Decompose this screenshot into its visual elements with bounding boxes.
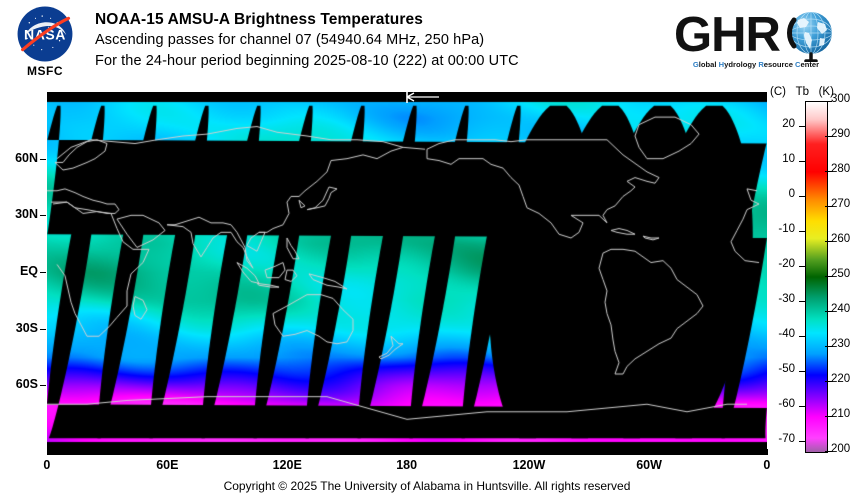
map-latitude-tick-mark: [40, 385, 46, 387]
colorbar-celsius-tick: 0: [788, 187, 795, 200]
colorbar-celsius-tick-mark: [799, 405, 806, 407]
colorbar-celsius-tick-mark: [799, 335, 806, 337]
colorbar-kelvin-tick-mark: [825, 171, 832, 172]
map-longitude-tick-mark: [407, 449, 408, 455]
colorbar-celsius-tick: -60: [778, 397, 795, 410]
map-longitude-tick-mark: [647, 449, 648, 455]
colorbar-kelvin-tick: 270: [831, 198, 851, 210]
nasa-center-label: MSFC: [27, 64, 63, 78]
map-longitude-tick-mark: [287, 449, 288, 455]
colorbar-kelvin-tick-mark: [825, 206, 832, 207]
colorbar-celsius-tick: -40: [778, 327, 795, 340]
colorbar-celsius-tick: -30: [778, 292, 795, 305]
colorbar-kelvin-tick: 230: [831, 338, 851, 350]
ghrc-tagline: Global Hydrology Resource Center: [692, 60, 820, 69]
map-longitude-tick: 0: [43, 458, 51, 472]
svg-text:GHR: GHR: [674, 8, 781, 62]
colorbar-celsius-tick-mark: [799, 440, 806, 442]
map-latitude-tick-mark: [40, 328, 46, 330]
map-longitude-tick-mark: [47, 449, 48, 455]
map-latitude-tick-mark: [40, 158, 46, 160]
colorbar-kelvin-tick: 210: [831, 408, 851, 420]
colorbar-kelvin-tick-mark: [825, 136, 832, 137]
colorbar-kelvin-tick: 260: [831, 233, 851, 245]
colorbar-kelvin-tick-mark: [825, 451, 832, 452]
map-latitude-tick: 30N: [15, 207, 38, 222]
colorbar-kelvin-tick: 280: [831, 163, 851, 175]
colorbar-kelvin-tick-mark: [825, 241, 832, 242]
colorbar-kelvin-tick-mark: [825, 416, 832, 417]
copyright-notice: Copyright © 2025 The University of Alaba…: [223, 479, 631, 493]
title-block: NOAA-15 AMSU-A Brightness Temperatures A…: [95, 9, 519, 72]
colorbar-kelvin-tick: 240: [831, 303, 851, 315]
colorbar-celsius-tick-mark: [799, 370, 806, 372]
page-subtitle-period: For the 24-hour period beginning 2025-08…: [95, 53, 519, 69]
colorbar-celsius-tick-mark: [799, 195, 806, 197]
colorbar-celsius-tick-mark: [799, 265, 806, 267]
map-latitude-tick: EQ: [19, 264, 38, 278]
map-longitude-tick-mark: [167, 449, 168, 455]
colorbar-celsius-tick: -10: [778, 222, 795, 235]
page-header: NASA MSFC NOAA-15 AMSU-A Brightness Temp…: [0, 0, 854, 90]
colorbar-variable-label: Tb: [795, 86, 809, 98]
map-longitude-tick: 0: [763, 458, 771, 472]
page-subtitle-channel: Ascending passes for channel 07 (54940.6…: [95, 32, 485, 48]
map-longitude-tick: 180: [396, 458, 418, 472]
nasa-logo: NASA MSFC: [8, 6, 82, 84]
colorbar-kelvin-tick: 200: [831, 443, 851, 455]
colorbar-kelvin-tick-mark: [825, 311, 832, 312]
nasa-meatball-icon: NASA: [17, 6, 73, 62]
colorbar-kelvin-tick: 220: [831, 373, 851, 385]
colorbar-kelvin-tick: 300: [831, 93, 851, 105]
map-plot-area: [47, 92, 767, 455]
ghrc-wordmark-icon: GHR: [674, 8, 832, 62]
map-longitude-tick: 120W: [512, 458, 546, 472]
colorbar-kelvin-tick: 290: [831, 128, 851, 140]
colorbar-kelvin-tick-mark: [825, 381, 832, 382]
map-longitude-tick-mark: [767, 449, 768, 455]
colorbar-celsius-tick: -70: [778, 432, 795, 445]
colorbar-celsius-tick: -50: [778, 362, 795, 375]
colorbar-celsius-tick-mark: [799, 230, 806, 232]
colorbar-celsius-tick-mark: [799, 300, 806, 302]
colorbar-celsius-tick: 20: [782, 117, 795, 130]
colorbar: [805, 101, 828, 453]
map-longitude-tick: 60W: [636, 458, 662, 472]
map-latitude-tick: 60N: [15, 150, 38, 165]
colorbar-kelvin-tick: 250: [831, 268, 851, 280]
map-latitude-tick-mark: [40, 215, 46, 217]
colorbar-celsius-tick-mark: [799, 160, 806, 162]
colorbar-kelvin-tick-mark: [825, 276, 832, 277]
brightness-temperature-map: [47, 92, 767, 455]
map-latitude-tick: 60S: [15, 377, 38, 392]
colorbar-celsius-tick: -20: [778, 257, 795, 270]
ghrc-logo: GHR Global Hydrology Resource Center: [672, 8, 840, 80]
colorbar-kelvin-label: (K): [818, 86, 834, 98]
colorbar-celsius-tick: 10: [782, 152, 795, 165]
map-longitude-tick: 60E: [156, 458, 179, 472]
colorbar-kelvin-tick-mark: [825, 101, 832, 102]
colorbar-header: (C) Tb (K): [770, 86, 854, 98]
colorbar-gradient: [806, 102, 827, 452]
svg-text:NASA: NASA: [24, 27, 66, 43]
map-longitude-tick: 120E: [272, 458, 302, 472]
orbit-direction-marker-icon: [406, 92, 439, 103]
page-title: NOAA-15 AMSU-A Brightness Temperatures: [95, 11, 423, 28]
map-latitude-tick-mark: [40, 272, 46, 273]
map-latitude-tick: 30S: [15, 320, 38, 335]
colorbar-celsius-tick-mark: [799, 125, 806, 127]
colorbar-celsius-label: (C): [770, 86, 786, 98]
colorbar-kelvin-tick-mark: [825, 346, 832, 347]
map-longitude-tick-mark: [527, 449, 528, 455]
